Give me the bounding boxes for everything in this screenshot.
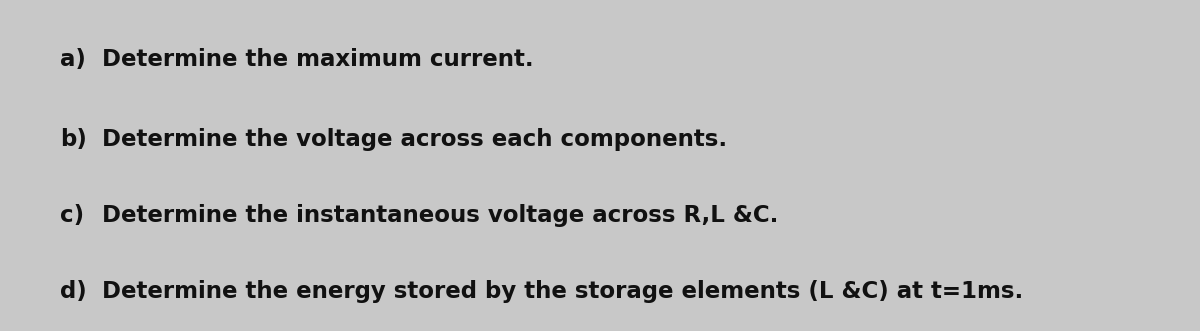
- Text: Determine the energy stored by the storage elements (L &C) at t=1ms.: Determine the energy stored by the stora…: [102, 280, 1024, 303]
- Text: Determine the maximum current.: Determine the maximum current.: [102, 48, 534, 71]
- Text: Determine the voltage across each components.: Determine the voltage across each compon…: [102, 127, 727, 151]
- Text: a): a): [60, 48, 86, 71]
- Text: Determine the instantaneous voltage across R,L &C.: Determine the instantaneous voltage acro…: [102, 204, 779, 227]
- Text: c): c): [60, 204, 84, 227]
- Text: b): b): [60, 127, 86, 151]
- Text: d): d): [60, 280, 86, 303]
